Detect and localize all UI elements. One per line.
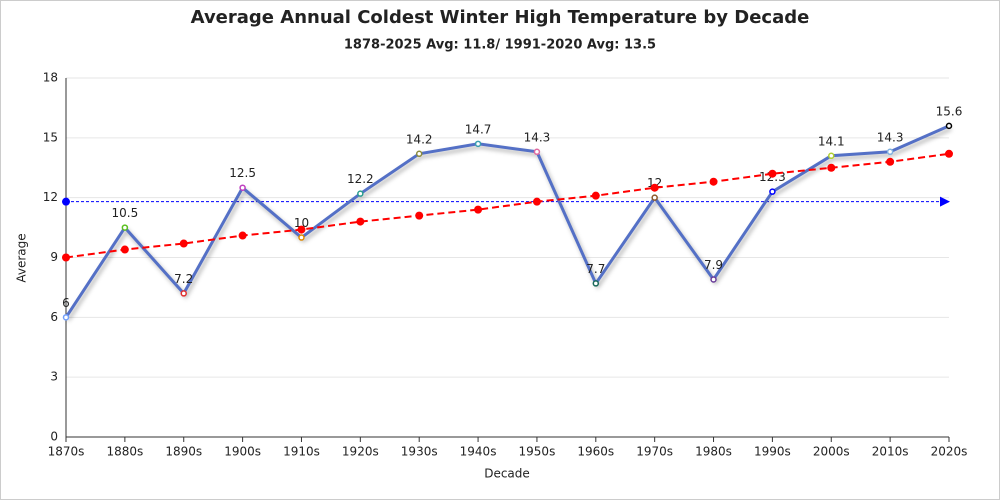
point (62, 314, 70, 321)
y-tick-label: 15 (43, 130, 58, 144)
trend-point (532, 197, 541, 206)
x-tick-label: 1990s (754, 445, 791, 459)
x-tick-label: 1970s (636, 445, 673, 459)
trend-point (415, 211, 424, 220)
point (180, 290, 187, 297)
data-label: 10 (294, 216, 309, 230)
x-tick-label: 1910s (283, 445, 320, 459)
x-tick-label: 1950s (519, 445, 556, 459)
x-tick-label: 1880s (106, 445, 143, 459)
y-tick-label: 12 (43, 190, 58, 204)
point (592, 280, 600, 287)
y-tick-label: 9 (50, 250, 58, 264)
trend-point (886, 157, 895, 166)
data-label: 14.3 (524, 130, 551, 144)
x-tick-label: 2000s (813, 445, 850, 459)
x-tick-label: 1900s (224, 445, 261, 459)
x-tick-label: 1890s (165, 445, 202, 459)
trend-point (356, 217, 365, 226)
trend-point (650, 183, 659, 192)
x-tick-label: 1930s (401, 445, 438, 459)
data-label: 12.5 (229, 166, 256, 180)
data-label: 12.2 (347, 172, 374, 186)
trend-point (238, 231, 247, 240)
x-tick-label: 1920s (342, 445, 379, 459)
point (651, 194, 658, 201)
data-label: 10.5 (112, 206, 139, 220)
average-marker (62, 197, 70, 206)
trend-point (474, 205, 483, 214)
y-tick-label: 18 (43, 71, 58, 85)
trend-point (591, 191, 600, 200)
data-label: 14.1 (818, 134, 845, 148)
data-label: 7.7 (586, 262, 605, 276)
chart-subtitle: 1878-2025 Avg: 11.8/ 1991-2020 Avg: 13.5 (344, 38, 656, 53)
point (828, 152, 835, 160)
point (415, 150, 423, 158)
point (298, 234, 305, 241)
point (533, 148, 541, 156)
x-tick-label: 1940s (460, 445, 497, 459)
trend-point (120, 245, 129, 254)
point (357, 190, 364, 197)
y-axis-label: Average (15, 233, 29, 282)
data-label: 7.2 (174, 272, 193, 286)
x-tick-label: 2020s (931, 445, 968, 459)
y-tick-label: 6 (50, 310, 58, 324)
trend-point (62, 253, 70, 262)
data-label: 14.3 (877, 130, 904, 144)
x-tick-label: 1960s (577, 445, 614, 459)
point (945, 122, 953, 130)
y-tick-label: 0 (50, 430, 58, 444)
trend-line (65, 152, 950, 259)
data-label: 14.7 (465, 122, 492, 136)
point (769, 188, 776, 195)
point (239, 184, 246, 191)
trend-point (297, 225, 306, 234)
y-tick-label: 3 (50, 370, 58, 384)
x-axis-label: Decade (484, 467, 530, 481)
trend-point (945, 149, 953, 158)
trend-point (768, 169, 777, 178)
x-tick-label: 1980s (695, 445, 732, 459)
chart-title: Average Annual Coldest Winter High Tempe… (191, 7, 810, 28)
x-tick-label: 2010s (872, 445, 909, 459)
trend-point (709, 177, 718, 186)
trend-point (179, 239, 188, 248)
point (121, 224, 129, 231)
point (710, 276, 717, 283)
data-label: 7.9 (704, 258, 723, 272)
data-label: 15.6 (936, 104, 963, 118)
point (474, 140, 482, 148)
point (886, 148, 894, 156)
x-tick-label: 1870s (48, 445, 85, 459)
data-label: 14.2 (406, 132, 433, 146)
data-label: 6 (62, 296, 70, 310)
trend-point (827, 163, 836, 172)
